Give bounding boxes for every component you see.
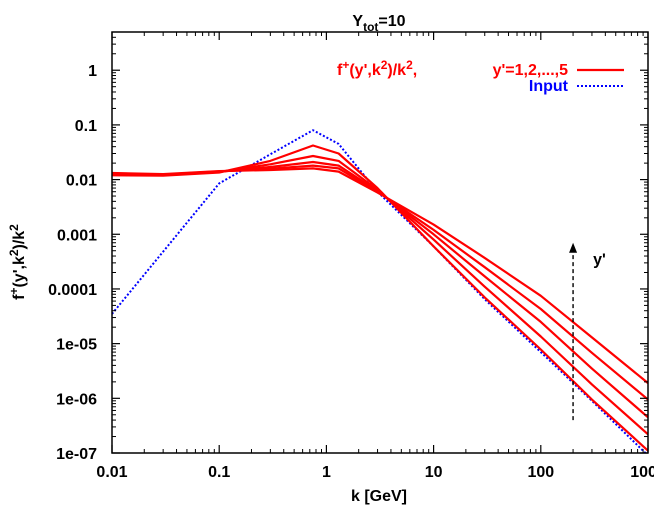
series-line-red-4 [112,164,648,401]
x-tick-label: 100 [527,464,554,481]
series-line-red-5 [112,167,648,384]
x-tick-label: 0.1 [208,464,230,481]
x-axis-title: k [GeV] [351,488,407,505]
x-tick-label: 1000 [630,464,654,481]
series-line-input [112,129,647,453]
x-axis: 0.01 0.1 1 10 100 1000 [96,32,654,481]
y-tick-label: 0.0001 [48,282,97,299]
y-tick-label: 1e-05 [56,337,97,354]
chart-title: Ytot=10 [352,13,405,34]
legend-label-red: y'=1,2,...,5 [493,62,569,79]
plot-series [112,129,648,453]
y-tick-label: 0.001 [57,227,97,244]
y-tick-label: 0.1 [75,118,97,135]
legend-label-input: Input [529,78,569,95]
y-tick-label: 1 [88,63,97,80]
arrow-head-icon [569,242,578,253]
y-prime-arrow-annotation: y' [569,242,606,421]
y-axis: 1e-07 1e-06 1e-05 0.0001 0.001 0.01 0.1 1 [48,36,648,463]
y-tick-label: 1e-07 [56,446,97,463]
x-tick-label: 10 [425,464,443,481]
y-tick-label: 1e-06 [56,391,97,408]
legend-label-left: f+(y',k2)/k2, [337,58,417,79]
series-line-red-3 [112,160,648,419]
y-prime-label: y' [593,252,606,269]
x-tick-label: 0.01 [96,464,127,481]
x-tick-label: 1 [322,464,331,481]
legend: f+(y',k2)/k2, y'=1,2,...,5 Input [337,58,624,95]
y-axis-title: f+(y',k2)/k2 [7,224,28,300]
series-line-red-2 [112,154,648,436]
plot-frame [111,31,649,454]
y-tick-label: 0.01 [66,173,97,190]
